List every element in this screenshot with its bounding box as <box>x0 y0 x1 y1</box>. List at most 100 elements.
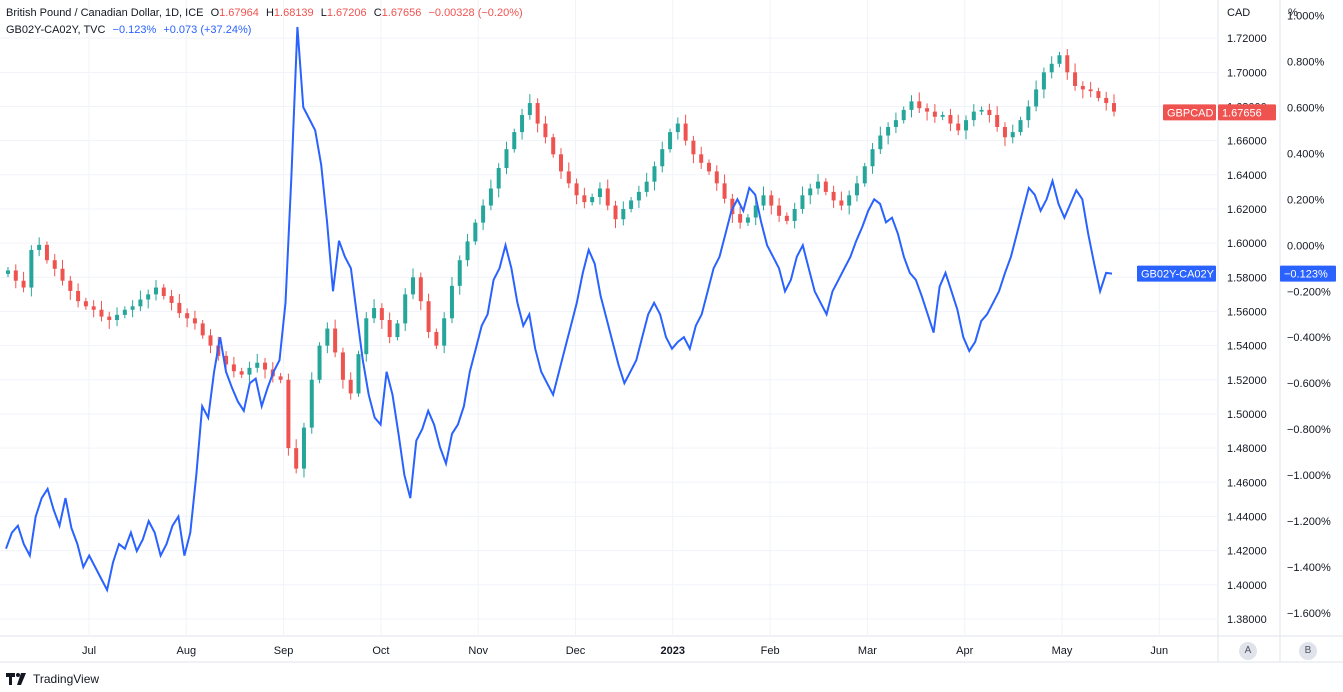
gbpcad-name-tag-box <box>1163 104 1216 121</box>
x-tick-label: Sep <box>274 645 294 657</box>
candle-body <box>99 309 104 317</box>
candle-body <box>714 171 719 184</box>
candle-body <box>1073 72 1078 86</box>
candle-body <box>870 149 875 167</box>
spread-value-tag-box <box>1280 265 1336 282</box>
spread-series-value: −0.123% <box>112 24 157 36</box>
percent-tick-label: −0.200% <box>1287 286 1331 298</box>
main-series-title: British Pound / Canadian Dollar, 1D, ICE <box>6 7 204 19</box>
candle-body <box>192 318 197 324</box>
candle-body <box>76 290 81 302</box>
candle-body <box>520 115 525 133</box>
candle-body <box>379 308 384 320</box>
candle-body <box>675 123 680 133</box>
candle-body <box>987 109 992 116</box>
percent-tick-label: −1.600% <box>1287 608 1331 620</box>
spread-value-tag-text: −0.123% <box>1284 269 1328 281</box>
candle-body <box>816 181 821 189</box>
cad-tick-label: 1.54000 <box>1227 341 1267 353</box>
candle-body <box>800 195 805 209</box>
percent-tick-label: −0.600% <box>1287 378 1331 390</box>
candle-body <box>247 367 252 375</box>
tradingview-logo[interactable]: TradingView <box>6 672 99 686</box>
candle-body <box>387 320 392 338</box>
candle-body <box>636 191 641 201</box>
candle-body <box>52 260 57 269</box>
candle-body <box>1018 120 1023 133</box>
candle-body <box>161 287 166 297</box>
candle-body <box>808 188 813 196</box>
candle-body <box>535 103 540 124</box>
cad-tick-label: 1.38000 <box>1227 614 1267 626</box>
log-scale-button[interactable]: B <box>1299 642 1317 660</box>
candle-body <box>44 244 49 261</box>
candle-body <box>449 285 454 319</box>
candle-body <box>115 314 120 320</box>
candlestick-series <box>6 49 1116 478</box>
candle-body <box>1002 126 1007 138</box>
candle-body <box>1049 63 1054 73</box>
auto-scale-button[interactable]: A <box>1239 642 1257 660</box>
candle-body <box>668 132 673 150</box>
candle-body <box>278 376 283 380</box>
percent-tick-label: 0.800% <box>1287 56 1325 68</box>
x-tick-label: Oct <box>372 645 389 657</box>
candle-body <box>317 345 322 380</box>
ohlc-values: O1.67964 H1.68139 L1.67206 C1.67656 −0.0… <box>210 7 523 19</box>
candle-body <box>971 111 976 121</box>
candle-body <box>442 318 447 346</box>
candle-body <box>37 244 42 250</box>
candle-body <box>286 379 291 449</box>
candle-body <box>956 123 961 131</box>
candle-body <box>932 111 937 117</box>
candle-body <box>208 335 213 346</box>
cad-tick-label: 1.52000 <box>1227 375 1267 387</box>
candle-body <box>691 140 696 155</box>
candle-body <box>496 167 501 189</box>
x-tick-label: 2023 <box>661 645 685 657</box>
candle-body <box>403 294 408 324</box>
candle-body <box>543 123 548 138</box>
candle-body <box>761 195 766 206</box>
cad-tick-label: 1.56000 <box>1227 306 1267 318</box>
candle-body <box>979 109 984 112</box>
candle-body <box>738 214 743 223</box>
candle-body <box>333 328 338 353</box>
cad-tick-label: 1.60000 <box>1227 238 1267 250</box>
candle-body <box>294 448 299 469</box>
candle-body <box>893 120 898 127</box>
candle-body <box>1041 72 1046 90</box>
candle-body <box>706 162 711 172</box>
x-tick-label: Feb <box>761 645 780 657</box>
candle-body <box>169 296 174 303</box>
candle-body <box>925 108 930 112</box>
candle-body <box>465 241 470 261</box>
candle-body <box>613 205 618 220</box>
candle-body <box>434 331 439 346</box>
cad-tick-label: 1.70000 <box>1227 67 1267 79</box>
spread-name-tag: GB02Y-CA02Y <box>1137 265 1216 282</box>
candle-body <box>481 205 486 223</box>
spread-name-tag-box <box>1137 265 1216 282</box>
candle-body <box>1057 55 1062 64</box>
candle-body <box>730 198 735 215</box>
percent-tick-label: −1.000% <box>1287 470 1331 482</box>
spread-series-title: GB02Y-CA02Y, TVC <box>6 24 106 36</box>
candle-body <box>83 301 88 307</box>
candle-body <box>200 323 205 336</box>
candle-body <box>6 270 10 274</box>
x-tick-label: Jul <box>82 645 96 657</box>
candle-body <box>862 166 867 184</box>
candle-body <box>831 191 836 201</box>
candle-body <box>473 222 478 242</box>
candle-body <box>231 364 236 372</box>
candle-body <box>348 379 353 394</box>
spread-series-change: +0.073 (+37.24%) <box>163 24 252 36</box>
percent-tick-label: −1.400% <box>1287 562 1331 574</box>
candle-body <box>185 313 190 319</box>
candle-body <box>948 115 953 124</box>
candle-body <box>1065 55 1070 73</box>
candle-body <box>597 188 602 198</box>
candle-body <box>130 306 135 310</box>
